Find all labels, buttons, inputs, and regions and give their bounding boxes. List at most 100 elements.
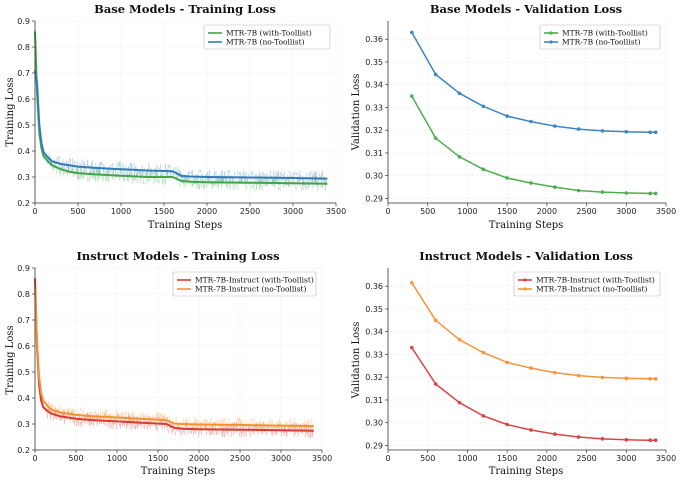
x-tick-label: 500 [68, 454, 83, 463]
data-point [576, 188, 581, 193]
y-tick-label: 0.31 [365, 149, 383, 158]
x-tick-label: 2000 [537, 207, 557, 216]
y-tick-label: 0.2 [17, 446, 30, 455]
y-tick-label: 0.36 [365, 282, 383, 291]
legend-box [513, 271, 661, 297]
y-tick-label: 0.34 [365, 328, 383, 337]
x-tick-label: 1500 [148, 454, 168, 463]
series-lines [410, 280, 658, 443]
series-line [411, 32, 656, 133]
raw-loss-band [34, 290, 314, 434]
x-tick-label: 3000 [271, 454, 291, 463]
data-point [481, 167, 486, 172]
data-point [600, 190, 605, 194]
x-tick-label: 500 [420, 454, 435, 463]
x-tick-label: 1500 [154, 207, 174, 216]
y-tick-label: 0.5 [17, 368, 30, 377]
legend-marker [523, 278, 527, 282]
x-tick-label: 1000 [111, 207, 131, 216]
y-tick-label: 0.7 [17, 316, 30, 325]
y-tick-label: 0.30 [365, 172, 383, 181]
legend: MTR-7B (with-Toollist)MTR-7B (no-Toollis… [539, 24, 661, 50]
y-tick-label: 0.30 [365, 419, 383, 428]
data-point [410, 30, 414, 35]
series-line [34, 31, 328, 185]
series-lines [410, 30, 658, 196]
ticks: 0 500 1000 1500 2000 2500 3000 3500 0.2 0.3 0.4 0.5… [17, 17, 346, 216]
data-point [457, 337, 462, 342]
ticks: 0 500 1000 1500 2000 2500 3000 3500 0.29 0.30 0.31… [365, 21, 676, 216]
y-tick-label: 0.31 [365, 396, 383, 405]
x-tick-label: 3000 [283, 207, 303, 216]
data-point [505, 422, 509, 427]
x-tick-label: 2500 [576, 454, 596, 463]
y-tick-label: 0.32 [365, 126, 383, 135]
data-point [624, 376, 629, 381]
data-point [410, 94, 414, 98]
data-point [433, 382, 438, 386]
y-tick-label: 0.6 [17, 95, 30, 104]
y-tick-label: 0.4 [17, 394, 30, 403]
x-tick-label: 2500 [576, 207, 596, 216]
y-tick-label: 0.8 [17, 43, 30, 52]
x-tick-label: 1500 [497, 207, 517, 216]
panel-instruct-training-loss: Instruct Models - Training Loss Training… [5, 249, 332, 477]
data-point [553, 124, 557, 128]
data-point [653, 438, 658, 443]
y-axis-label: Training Loss [5, 325, 16, 394]
x-tick-label: 2000 [537, 454, 557, 463]
x-tick-label: 0 [385, 207, 390, 216]
y-tick-label: 0.29 [365, 441, 383, 450]
y-tick-label: 0.5 [17, 121, 30, 130]
y-tick-label: 0.35 [365, 58, 383, 67]
chart-title: Instruct Models - Validation Loss [419, 249, 633, 263]
legend: MTR-7B (with-Toollist)MTR-7B (no-Toollis… [203, 24, 331, 50]
y-axis-label: Validation Loss [351, 74, 362, 152]
series-line [34, 288, 314, 428]
chart-title: Base Models - Training Loss [94, 2, 276, 16]
data-point [505, 360, 509, 365]
data-point [653, 376, 658, 381]
data-point [529, 181, 533, 185]
y-tick-label: 0.9 [17, 264, 30, 273]
data-point [624, 129, 629, 134]
data-point [600, 375, 605, 380]
y-tick-label: 0.33 [365, 103, 383, 112]
y-tick-label: 0.8 [17, 290, 30, 299]
data-point [553, 185, 557, 189]
data-point [648, 191, 652, 196]
data-point [648, 376, 652, 381]
data-point [481, 350, 486, 355]
legend-marker [549, 40, 553, 44]
data-point [576, 127, 581, 131]
panel-base-validation-loss: Base Models - Validation Loss Training S… [351, 2, 676, 231]
series-line [411, 95, 656, 195]
x-tick-label: 0 [385, 454, 390, 463]
data-point [433, 72, 438, 77]
x-tick-label: 0 [32, 454, 37, 463]
data-point [600, 437, 605, 441]
x-tick-label: 3500 [656, 454, 676, 463]
x-axis-label: Training Steps [141, 466, 216, 477]
data-point [410, 280, 414, 285]
data-point [624, 191, 629, 195]
y-tick-label: 0.9 [17, 17, 30, 26]
y-tick-label: 0.6 [17, 342, 30, 351]
data-point [529, 119, 533, 124]
y-tick-label: 0.36 [365, 35, 383, 44]
data-point [505, 114, 509, 118]
series-lines [34, 278, 314, 432]
series-lines [34, 31, 328, 185]
series-line [411, 347, 656, 441]
legend-label: MTR-7B-Instruct (no-Toollist) [536, 285, 648, 294]
x-tick-label: 500 [70, 207, 85, 216]
x-tick-label: 0 [32, 207, 37, 216]
data-point [529, 366, 533, 370]
legend: MTR-7B-Instruct (with-Toollist)MTR-7B-In… [172, 271, 317, 297]
y-tick-label: 0.32 [365, 373, 383, 382]
legend-label: MTR-7B (no-Toollist) [226, 38, 305, 47]
data-point [433, 318, 438, 323]
legend-box [539, 24, 661, 50]
panel-instruct-validation-loss: Instruct Models - Validation Loss Traini… [351, 249, 676, 477]
